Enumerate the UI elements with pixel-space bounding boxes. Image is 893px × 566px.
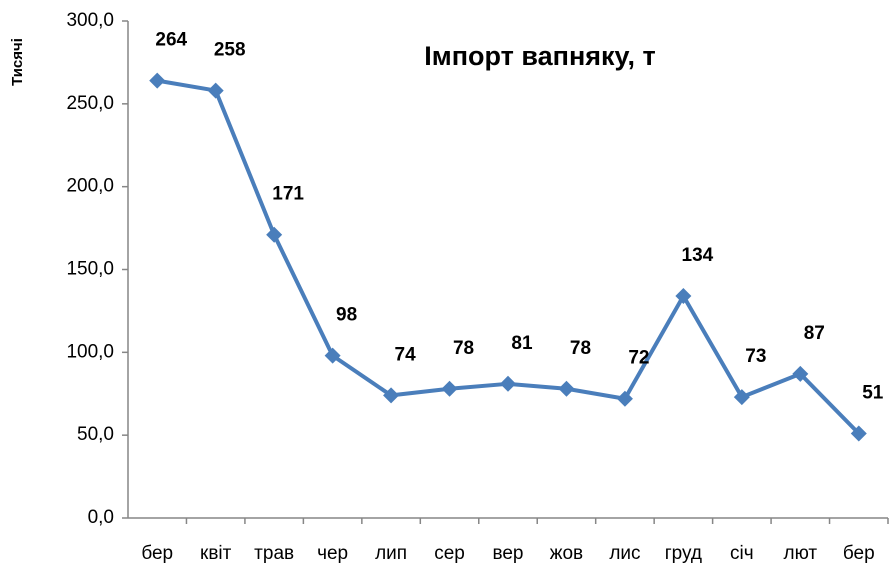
data-label: 264: [155, 30, 187, 51]
y-tick-label: 300,0: [66, 10, 114, 31]
y-tick-label: 100,0: [66, 341, 114, 362]
data-label: 98: [336, 305, 357, 326]
x-tick-label: груд: [665, 543, 702, 564]
y-tick-label: 250,0: [66, 93, 114, 114]
data-label: 51: [862, 383, 884, 404]
data-label: 258: [214, 40, 246, 61]
marker: [792, 365, 809, 382]
data-label: 78: [570, 338, 591, 359]
marker: [149, 72, 166, 89]
x-tick-label: квіт: [200, 543, 232, 564]
y-tick-label: 50,0: [77, 424, 114, 445]
x-tick-label: бер: [141, 543, 173, 564]
x-tick-label: жов: [550, 543, 583, 564]
x-tick-label: лют: [783, 543, 817, 564]
marker: [383, 387, 400, 404]
marker: [324, 347, 341, 364]
marker: [500, 375, 516, 392]
x-tick-label: трав: [254, 543, 294, 564]
data-label: 81: [511, 333, 533, 354]
x-tick-label: лип: [375, 543, 407, 564]
data-label: 134: [682, 245, 714, 266]
data-label: 87: [804, 323, 825, 344]
x-tick-label: бер: [843, 543, 875, 564]
marker: [207, 82, 224, 99]
y-tick-label: 0,0: [88, 507, 114, 528]
marker: [675, 288, 692, 305]
x-tick-label: січ: [730, 543, 754, 564]
marker: [616, 390, 633, 407]
data-label: 72: [628, 348, 649, 369]
y-tick-label: 200,0: [66, 176, 114, 197]
marker: [733, 389, 750, 406]
data-label: 74: [395, 344, 417, 365]
data-label: 171: [272, 184, 304, 205]
marker: [558, 380, 575, 397]
data-label: 78: [453, 338, 474, 359]
data-label: 73: [745, 346, 766, 367]
y-tick-label: 150,0: [66, 259, 114, 280]
x-tick-label: сер: [434, 543, 465, 564]
marker: [850, 425, 867, 442]
x-tick-label: вер: [492, 543, 523, 564]
x-tick-label: чер: [317, 543, 348, 564]
marker: [441, 380, 458, 397]
x-tick-label: лис: [609, 543, 640, 564]
marker: [266, 226, 283, 243]
chart-title: Імпорт вапняку, т: [424, 41, 656, 71]
y-axis-label: Тисячі: [9, 38, 26, 86]
